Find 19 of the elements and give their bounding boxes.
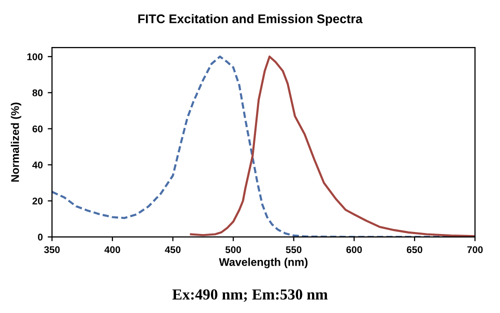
y-tick-label: 80 — [32, 89, 43, 96]
y-tick-label: 20 — [32, 198, 43, 204]
y-axis-title: Normalized (%) — [10, 102, 22, 182]
x-axis-title: Wavelength (nm) — [218, 258, 308, 268]
x-tick-label: 450 — [164, 246, 181, 254]
y-tick-label: 0 — [38, 234, 43, 241]
y-tick-label: 40 — [32, 162, 43, 168]
x-tick-label: 700 — [467, 246, 483, 254]
text: Ex:490 nm; Em:530 nm — [172, 289, 328, 302]
line-series — [190, 56, 475, 237]
x-tick-label: 650 — [406, 246, 422, 254]
y-tick-label: 60 — [32, 125, 43, 132]
x-tick-label: 400 — [104, 246, 120, 254]
chart-title: FITC Excitation and Emission Spectra — [138, 14, 363, 26]
x-tick-label: 600 — [346, 246, 362, 254]
x-tick-label: 350 — [44, 246, 60, 254]
x-tick-label: 500 — [225, 246, 241, 254]
x-tick-label: 550 — [286, 246, 302, 254]
y-tick-label: 100 — [27, 53, 43, 60]
